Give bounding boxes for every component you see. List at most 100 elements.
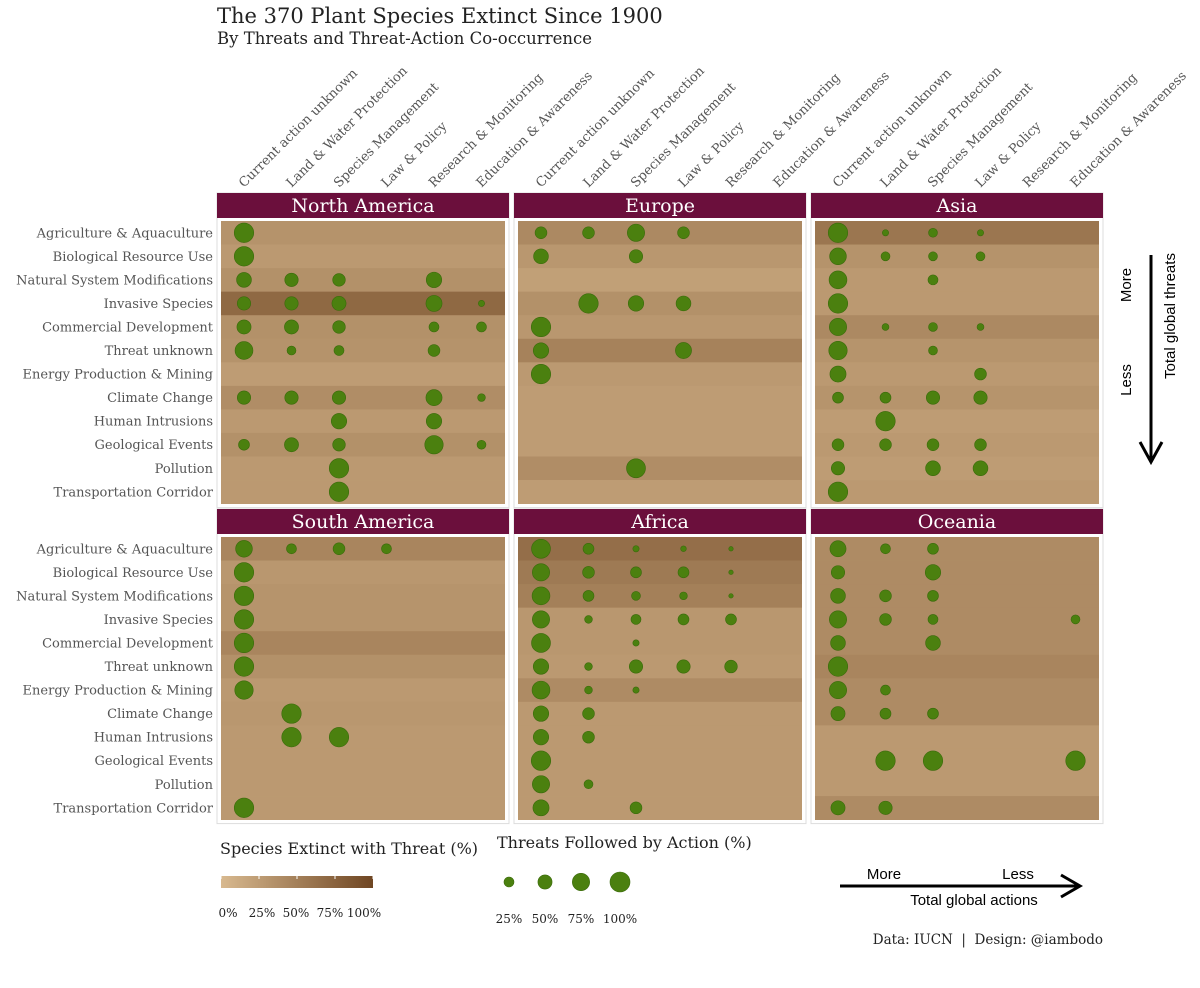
action-bubble xyxy=(328,481,350,502)
action-bubble xyxy=(532,563,550,582)
threat-label: Geological Events xyxy=(95,754,214,769)
threat-label: Climate Change xyxy=(107,707,213,722)
threat-tile xyxy=(221,631,505,656)
action-bubble xyxy=(925,460,941,476)
action-bubble xyxy=(827,656,849,677)
panel-title: Africa xyxy=(630,511,689,533)
action-bubble xyxy=(725,613,737,626)
threat-tile xyxy=(815,725,1099,750)
threat-tile xyxy=(221,654,505,679)
action-bubble xyxy=(829,610,847,629)
action-bubble xyxy=(583,779,594,790)
threat-label: Commercial Development xyxy=(42,320,214,335)
action-bubble xyxy=(532,342,550,359)
panel-asia: Asia xyxy=(810,192,1104,509)
action-bubble xyxy=(332,542,346,555)
panel-header xyxy=(514,193,806,218)
action-bubble xyxy=(1070,614,1081,625)
action-bubble xyxy=(582,590,595,602)
size-legend-tick: 100% xyxy=(603,912,637,926)
action-bubble xyxy=(975,251,986,262)
threat-tile xyxy=(518,409,802,434)
action-bubble xyxy=(724,659,738,674)
action-bubble xyxy=(284,437,299,453)
action-bubble xyxy=(233,797,255,818)
panel-header xyxy=(217,509,509,534)
action-bubble xyxy=(328,458,350,479)
action-bubble xyxy=(677,566,690,579)
threat-tile xyxy=(221,385,505,410)
action-bubble xyxy=(284,390,299,405)
threat-tile xyxy=(815,244,1099,269)
action-bubble xyxy=(675,295,692,312)
threat-tile xyxy=(221,268,505,293)
size-legend-tick: 50% xyxy=(532,912,559,926)
action-bubble xyxy=(728,593,734,599)
threat-label: Biological Resource Use xyxy=(53,250,214,265)
action-bubble xyxy=(333,345,345,356)
action-bubble xyxy=(924,564,942,581)
action-bubble xyxy=(532,799,550,817)
action-axis-more: More xyxy=(867,866,901,883)
action-bubble xyxy=(628,659,644,674)
threat-tile xyxy=(518,537,802,561)
action-bubble xyxy=(330,413,348,430)
threat-tile xyxy=(815,748,1099,773)
action-bubble xyxy=(582,566,595,579)
threat-tile xyxy=(518,772,802,797)
action-bubble xyxy=(425,271,443,288)
action-bubble xyxy=(584,662,593,671)
threat-tile xyxy=(518,432,802,457)
action-bubble xyxy=(328,727,350,748)
threat-tile xyxy=(518,480,802,504)
fill-legend-tick: 100% xyxy=(347,906,381,920)
threat-axis-arrowhead xyxy=(1138,441,1164,466)
action-bubble xyxy=(284,296,299,311)
threat-label: Threat unknown xyxy=(105,344,214,359)
action-bubble xyxy=(281,727,302,748)
action-bubble xyxy=(331,296,347,311)
action-bubble xyxy=(284,272,299,287)
threat-tile xyxy=(518,584,802,609)
fill-legend-tick: 0% xyxy=(218,906,237,920)
threat-tile xyxy=(518,725,802,750)
action-bubble xyxy=(234,341,254,360)
size-legend-bubble xyxy=(572,873,590,891)
threat-tile xyxy=(815,315,1099,340)
action-bubble xyxy=(728,546,734,552)
threat-axis-more: More xyxy=(1118,268,1135,302)
action-bubble xyxy=(1065,750,1086,771)
action-bubble xyxy=(582,226,595,239)
action-bubble xyxy=(235,540,253,558)
threat-tile xyxy=(815,480,1099,504)
action-bubble xyxy=(236,272,252,288)
threat-tile xyxy=(221,584,505,609)
action-bubble xyxy=(830,706,846,721)
action-bubble xyxy=(632,545,640,553)
action-bubble xyxy=(627,295,645,312)
size-legend-bubble xyxy=(537,874,553,890)
threat-tile xyxy=(518,338,802,363)
threat-tile xyxy=(221,607,505,632)
panels: North America Agriculture & Aquaculture Bi… xyxy=(16,63,1190,825)
action-bubble xyxy=(676,659,691,674)
fill-legend-tick: 75% xyxy=(317,906,344,920)
threat-label: Climate Change xyxy=(107,391,213,406)
action-bubble xyxy=(578,293,599,314)
threat-tile xyxy=(518,654,802,679)
action-bubble xyxy=(582,542,595,555)
action-bubble xyxy=(829,540,847,558)
threat-label: Transportation Corridor xyxy=(54,801,214,816)
action-bubble xyxy=(533,248,549,265)
threat-tile xyxy=(518,560,802,585)
action-bubble xyxy=(530,750,552,771)
action-bubble xyxy=(425,295,443,312)
action-bubble xyxy=(976,323,985,331)
threat-label: Human Intrusions xyxy=(94,415,213,430)
action-bubble xyxy=(628,249,644,264)
action-bubble xyxy=(428,321,440,333)
action-bubble xyxy=(233,222,255,243)
threat-tile xyxy=(221,338,505,363)
action-bubble xyxy=(830,635,846,651)
action-bubble xyxy=(679,591,688,601)
